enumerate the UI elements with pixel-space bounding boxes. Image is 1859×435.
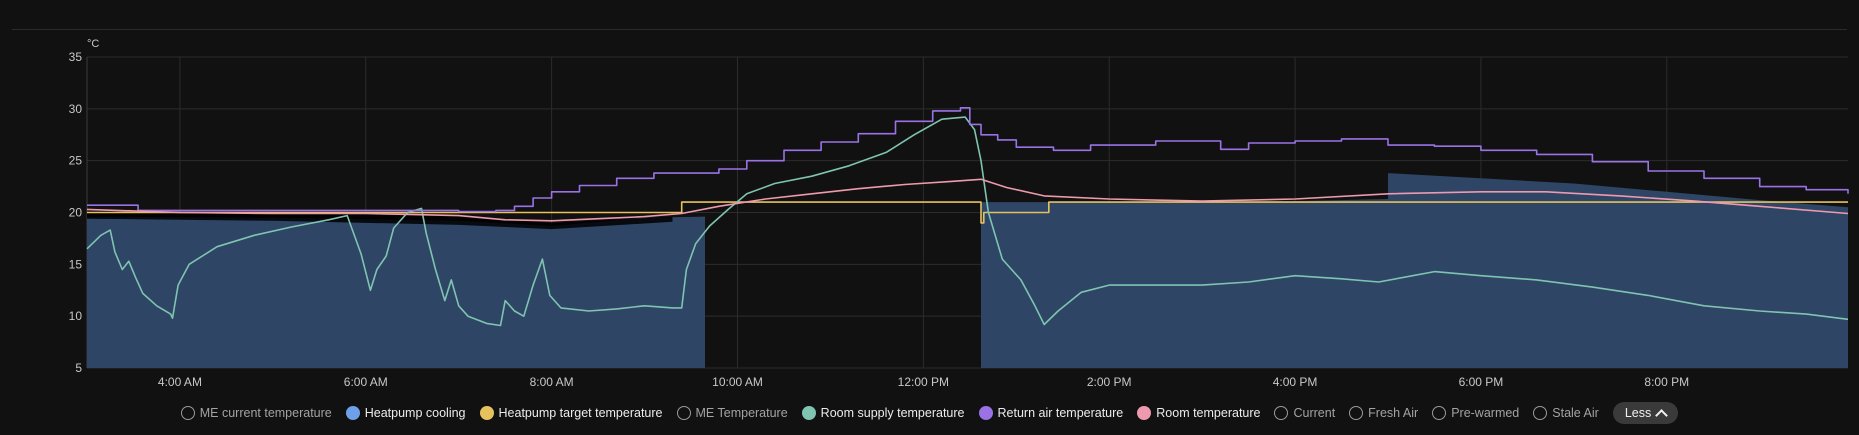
- legend-item-room-supply-temperature[interactable]: Room supply temperature: [801, 406, 965, 420]
- legend-item-heatpump-cooling[interactable]: Heatpump cooling: [345, 406, 466, 420]
- heatpump-cooling-area: [1388, 173, 1848, 368]
- y-tick-label: 20: [69, 206, 83, 220]
- legend-label: Fresh Air: [1368, 406, 1419, 420]
- heatpump-target-temperature-line: [87, 201, 1848, 224]
- y-tick-label: 30: [69, 102, 83, 116]
- legend-item-fresh-air[interactable]: Fresh Air: [1349, 406, 1418, 420]
- top-divider: [12, 29, 1847, 30]
- x-tick-label: 6:00 AM: [344, 375, 388, 389]
- x-tick-label: 4:00 PM: [1273, 375, 1318, 389]
- legend-label: Room supply temperature: [820, 406, 965, 420]
- legend-label: Pre-warmed: [1451, 406, 1520, 420]
- y-tick-label: 5: [75, 361, 82, 375]
- legend-item-me-current-temperature[interactable]: ME current temperature: [180, 406, 332, 420]
- legend-item-stale-air[interactable]: Stale Air: [1533, 406, 1599, 420]
- y-tick-label: 15: [69, 257, 83, 271]
- x-tick-label: 6:00 PM: [1459, 375, 1504, 389]
- legend-swatch-icon: [676, 406, 691, 420]
- temperature-chart: °C 5 10 15 20 25 30 35 4:00 AM 6:00 AM 8:00 AM 10…: [69, 38, 1849, 389]
- room-temperature-line: [86, 178, 1849, 222]
- legend-item-pre-warmed[interactable]: Pre-warmed: [1432, 406, 1519, 420]
- legend-label: ME current temperature: [199, 406, 332, 420]
- y-tick-label: 10: [69, 309, 83, 323]
- legend-swatch-icon: [1137, 406, 1152, 420]
- legend-label: Stale Air: [1552, 406, 1599, 420]
- band-layer: [87, 211, 673, 230]
- heatpump-cooling-area: [87, 216, 705, 368]
- y-tick-labels: 5 10 15 20 25 30 35: [69, 50, 83, 375]
- legend-item-heatpump-target-temperature[interactable]: Heatpump target temperature: [479, 406, 663, 420]
- x-tick-label: 8:00 AM: [530, 375, 574, 389]
- legend-swatch-icon: [978, 406, 993, 420]
- legend-label: Current: [1293, 406, 1336, 420]
- series-lines: [86, 107, 1849, 327]
- legend-swatch-icon: [345, 406, 360, 420]
- x-tick-label: 2:00 PM: [1087, 375, 1132, 389]
- x-tick-label: 12:00 PM: [898, 375, 949, 389]
- area-layer: [87, 173, 1848, 368]
- legend-swatch-icon: [801, 406, 816, 420]
- legend-item-room-temperature[interactable]: Room temperature: [1137, 406, 1260, 420]
- return-air-temperature-line: [87, 107, 1849, 213]
- y-tick-label: 25: [69, 154, 83, 168]
- legend-item-return-air-temperature[interactable]: Return air temperature: [978, 406, 1124, 420]
- chevron-up-icon: [1655, 408, 1669, 422]
- x-tick-label: 10:00 AM: [712, 375, 763, 389]
- legend-item-me-temperature[interactable]: ME Temperature: [676, 406, 788, 420]
- x-tick-labels: 4:00 AM 6:00 AM 8:00 AM 10:00 AM 12:00 PM 2:0…: [158, 375, 1689, 389]
- legend-swatch-icon: [1432, 406, 1447, 420]
- less-button-label: Less: [1624, 406, 1652, 420]
- dark-band-area: [87, 211, 673, 230]
- legend-swatch-icon: [1349, 406, 1364, 420]
- legend-swatch-icon: [1274, 406, 1289, 420]
- legend-item-current[interactable]: Current: [1274, 406, 1335, 420]
- less-button[interactable]: Less: [1612, 402, 1679, 424]
- legend-label: Heatpump target temperature: [498, 406, 663, 420]
- y-tick-label: 35: [69, 50, 83, 64]
- legend-label: Heatpump cooling: [364, 406, 466, 420]
- legend-swatch-icon: [479, 406, 494, 420]
- legend-swatch-icon: [1533, 406, 1548, 420]
- legend-swatch-icon: [180, 406, 195, 420]
- legend: ME current temperature Heatpump cooling …: [0, 400, 1859, 426]
- room-supply-temperature-line: [86, 116, 1849, 327]
- x-tick-label: 8:00 PM: [1644, 375, 1689, 389]
- x-tick-label: 4:00 AM: [158, 375, 202, 389]
- legend-label: Return air temperature: [997, 406, 1124, 420]
- legend-label: Room temperature: [1156, 406, 1261, 420]
- heatpump-cooling-area: [981, 199, 1388, 368]
- y-unit-label: °C: [87, 38, 99, 50]
- legend-label: ME Temperature: [695, 406, 788, 420]
